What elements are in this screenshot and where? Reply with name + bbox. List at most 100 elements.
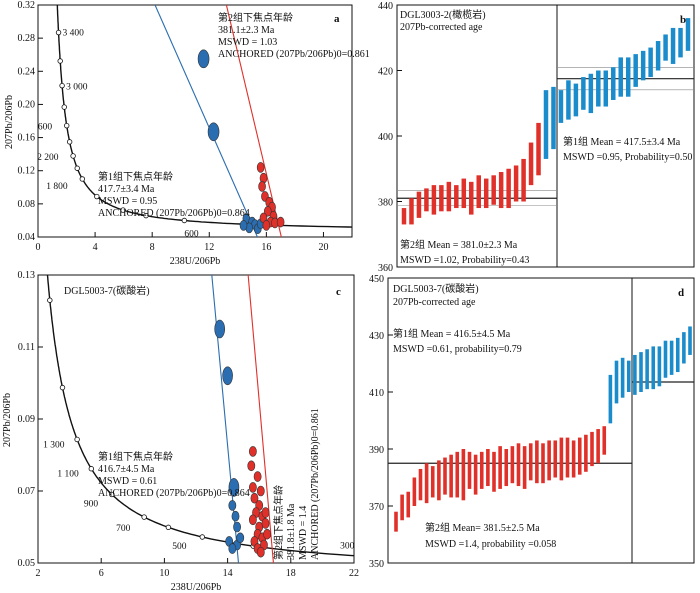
data-ellipse-blue bbox=[214, 319, 225, 339]
age-bar-group2 bbox=[528, 142, 534, 186]
age-bar-group2 bbox=[491, 175, 496, 205]
panel-a-xlabel: 238U/206Pb bbox=[170, 256, 221, 267]
panel-d-subtitle: 207Pb-corrected age bbox=[393, 297, 476, 308]
age-bar-group1 bbox=[639, 352, 643, 392]
panel-d-title: DGL5003-7(碳酸岩) bbox=[393, 282, 479, 295]
age-bar-group1 bbox=[608, 374, 613, 424]
age-bar-group2 bbox=[431, 185, 437, 215]
concordia-age-marker bbox=[70, 153, 76, 159]
concordia-age-marker bbox=[66, 139, 73, 145]
age-bar-group2 bbox=[418, 468, 423, 501]
age-bar-group1 bbox=[566, 80, 571, 120]
age-bar-group2 bbox=[424, 188, 429, 212]
panel-c-label: c bbox=[336, 286, 341, 298]
age-bar-group2 bbox=[446, 181, 452, 212]
discordia-line-red bbox=[247, 275, 274, 563]
panel-a-label: a bbox=[334, 13, 340, 25]
x-tick-label: 22 bbox=[349, 568, 359, 579]
data-ellipse-red bbox=[258, 181, 266, 192]
concordia-age-label: 2 600 bbox=[31, 123, 53, 133]
panel-b-mean-g2: 第2组 Mean = 381.0±2.3 Ma bbox=[400, 238, 518, 251]
data-ellipse-red bbox=[248, 514, 257, 526]
age-bar-group2 bbox=[596, 429, 600, 464]
concordia-age-label: 500 bbox=[172, 542, 187, 552]
concordia-age-marker bbox=[47, 297, 53, 303]
y-tick-label: 450 bbox=[369, 274, 384, 285]
age-bar-group1 bbox=[663, 34, 668, 61]
age-bar-group2 bbox=[498, 172, 504, 209]
y-tick-label: 420 bbox=[378, 67, 393, 78]
age-bar-group1 bbox=[669, 340, 674, 375]
data-ellipse-blue bbox=[228, 478, 240, 497]
panel-c-xlabel: 238U/206Pb bbox=[171, 582, 222, 593]
y-tick-label: 0.07 bbox=[18, 486, 36, 497]
concordia-age-marker bbox=[120, 207, 126, 213]
y-tick-label: 0.24 bbox=[18, 66, 36, 77]
age-bar-group2 bbox=[483, 178, 489, 209]
age-bar-group2 bbox=[437, 460, 441, 501]
panel-c-title: DGL5003-7(碳酸岩) bbox=[64, 284, 150, 297]
annot-line: ANCHORED (207Pb/206Pb)0=0.864 bbox=[98, 488, 250, 499]
age-bar-group1 bbox=[558, 90, 564, 123]
x-tick-label: 6 bbox=[99, 568, 104, 579]
concordia-age-marker bbox=[59, 82, 65, 89]
concordia-age-label: 700 bbox=[116, 524, 131, 534]
concordia-age-marker bbox=[59, 384, 66, 391]
concordia-age-marker bbox=[79, 176, 86, 182]
concordia-age-label: 3 400 bbox=[63, 29, 85, 39]
panel-b-mswd-g1: MSWD =0.95, Probability=0.50 bbox=[563, 152, 692, 163]
concordia-age-marker bbox=[61, 104, 67, 110]
data-ellipse-red bbox=[261, 518, 270, 529]
age-bar-group1 bbox=[581, 77, 586, 110]
y-tick-label: 0.32 bbox=[18, 0, 36, 11]
panel-a-group1-annotation: 第1组下焦点年龄 417.7±3.4 Ma MSWD = 0.95 ANCHOR… bbox=[98, 170, 250, 219]
data-ellipse-blue bbox=[236, 532, 245, 544]
panel-b-mswd-g2: MSWD =1.02, Probability=0.43 bbox=[400, 255, 529, 266]
annot-line: MSWD = 1.03 bbox=[218, 37, 277, 48]
age-bar-group2 bbox=[454, 185, 459, 209]
age-bar-group2 bbox=[541, 443, 545, 484]
panel-b-label: b bbox=[680, 14, 686, 26]
y-tick-label: 430 bbox=[369, 331, 384, 342]
age-bar-group2 bbox=[492, 451, 496, 492]
age-bar-group2 bbox=[467, 451, 472, 489]
data-ellipse-red bbox=[262, 220, 271, 231]
concordia-age-label: 600 bbox=[184, 230, 199, 240]
x-tick-label: 16 bbox=[261, 242, 271, 253]
age-bar-group1 bbox=[588, 73, 594, 114]
age-bar-group2 bbox=[577, 437, 582, 475]
age-bar-group1 bbox=[611, 67, 616, 100]
concordia-age-label: 1 300 bbox=[43, 440, 65, 450]
concordia-age-label: 3 000 bbox=[66, 83, 88, 93]
age-bar-group1 bbox=[648, 47, 653, 78]
data-ellipse-blue bbox=[228, 500, 237, 511]
panel-a-frame bbox=[37, 4, 353, 238]
concordia-age-marker bbox=[141, 514, 147, 520]
age-bar-group2 bbox=[479, 451, 484, 489]
annot-line: 第1组下焦点年龄 bbox=[98, 170, 173, 183]
data-ellipse-blue bbox=[231, 510, 240, 522]
data-ellipse-red bbox=[263, 528, 271, 540]
y-tick-label: 360 bbox=[378, 263, 393, 274]
age-bar-group1 bbox=[625, 57, 631, 97]
age-bar-group1 bbox=[675, 337, 680, 373]
panel-d: 350 370 390 410 430 450 d DGL5003-7(碳酸岩) 207P… bbox=[369, 274, 695, 570]
age-bar-group2 bbox=[406, 491, 411, 518]
age-bar-group2 bbox=[412, 477, 417, 506]
annot-line: MSWD = 1.4 bbox=[298, 506, 309, 560]
x-tick-label: 4 bbox=[93, 242, 98, 253]
age-bar-group2 bbox=[461, 178, 467, 209]
panel-c-ylabel: 207Pb/206Pb bbox=[2, 393, 13, 447]
annot-line: ANCHORED (207Pb/206Pb)0=0.861 bbox=[310, 408, 321, 560]
data-ellipse-blue bbox=[228, 543, 237, 554]
data-ellipse-red bbox=[248, 446, 257, 457]
x-tick-label: 20 bbox=[318, 242, 328, 253]
age-bar-group2 bbox=[455, 451, 460, 498]
age-bar-group2 bbox=[590, 431, 594, 467]
data-ellipse-red bbox=[261, 507, 270, 518]
age-bar-group2 bbox=[584, 434, 588, 472]
age-bar-group2 bbox=[553, 440, 558, 478]
y-tick-label: 400 bbox=[378, 132, 393, 143]
age-bar-group2 bbox=[547, 440, 551, 481]
